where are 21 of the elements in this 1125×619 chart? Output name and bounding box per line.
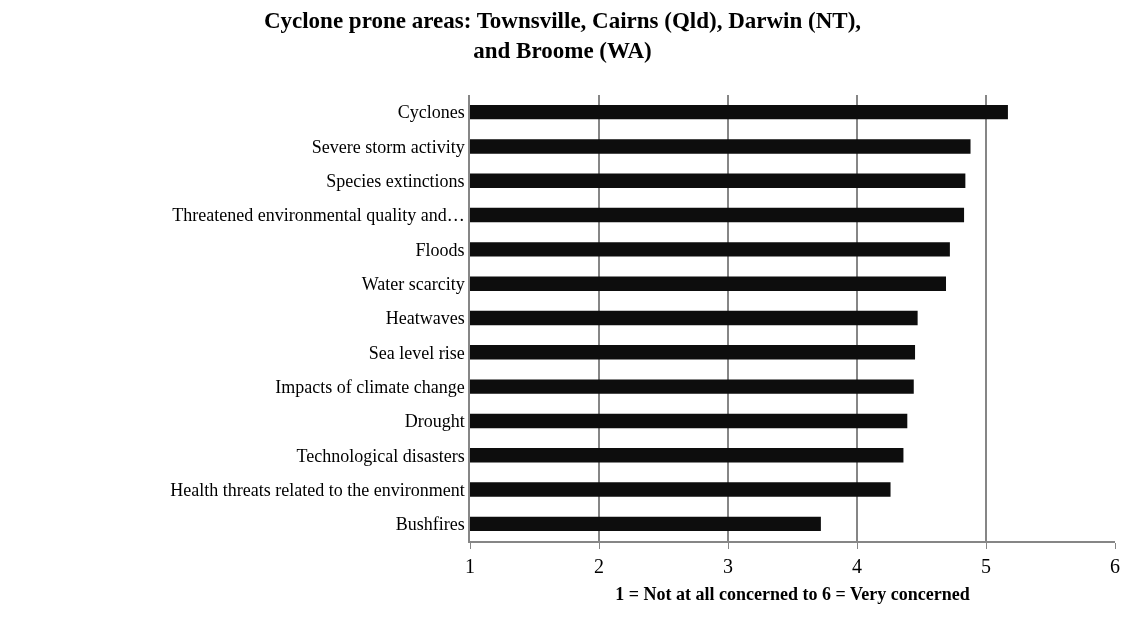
y-tick-label: Bushfires <box>395 514 465 535</box>
y-tick-label: Floods <box>415 239 465 260</box>
y-tick-label: Species extinctions <box>326 171 465 192</box>
y-tick-label: Health threats related to the environment <box>170 479 465 500</box>
x-tick-label: 6 <box>1110 554 1120 577</box>
y-tick-label: Threatened environmental quality and… <box>172 205 465 226</box>
y-tick-label: Sea level rise <box>368 342 465 363</box>
y-tick-label: Severe storm activity <box>311 136 465 157</box>
x-tick-label: 2 <box>594 554 604 577</box>
y-tick-label: Water scarcity <box>361 273 465 294</box>
x-tick-label: 3 <box>723 554 733 577</box>
chart-title: Cyclone prone areas: Townsville, Cairns (Qld), Darwin (NT), and Broome (WA) <box>263 7 862 63</box>
y-tick-label: Technological disasters <box>296 445 465 466</box>
y-tick-label: Impacts of climate change <box>275 376 465 397</box>
x-tick-label: 4 <box>852 554 862 577</box>
y-tick-label: Heatwaves <box>385 308 465 329</box>
x-tick-label: 1 <box>465 554 475 577</box>
y-tick-label: Drought <box>404 411 465 432</box>
x-axis-title: 1 = Not at all concerned to 6 = Very concerned <box>615 584 970 605</box>
y-tick-label: Cyclones <box>397 102 465 123</box>
x-tick-label: 5 <box>981 554 991 577</box>
